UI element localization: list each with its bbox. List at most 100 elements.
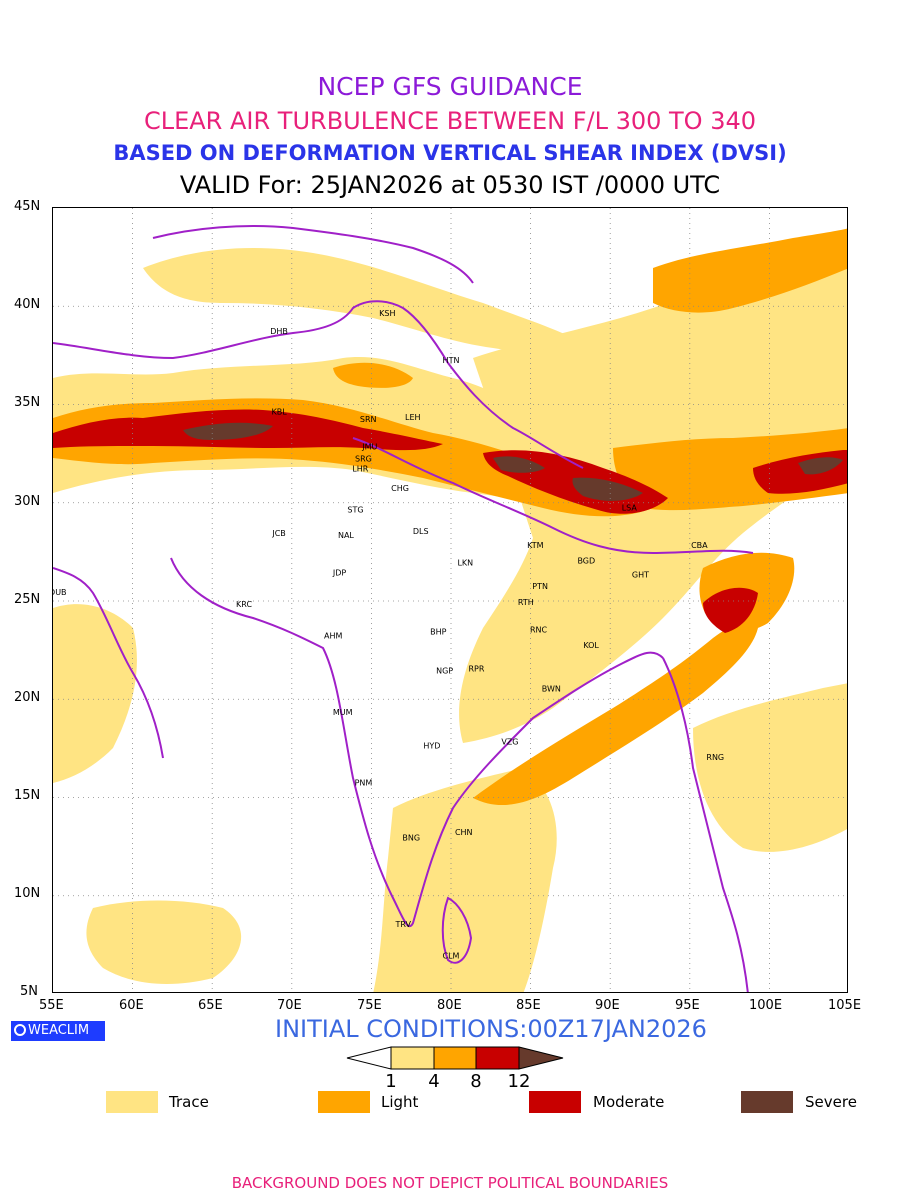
city-label-ahm: AHM <box>324 631 342 640</box>
lat-lon-grid <box>53 208 847 992</box>
lon-label-65e: 65E <box>198 998 223 1013</box>
lat-label-25n: 25N <box>14 592 41 607</box>
city-label-dhb: DHB <box>270 327 288 336</box>
legend-swatch-moderate <box>529 1091 581 1113</box>
colorbar-trace <box>390 1046 435 1070</box>
lat-label-45n: 45N <box>14 199 41 214</box>
city-label-htn: HTN <box>443 356 460 365</box>
lon-label-105e: 105E <box>828 998 862 1013</box>
moderate-northeast <box>703 587 758 633</box>
weaclim-circle-icon <box>14 1024 26 1036</box>
city-label-jcb: JCB <box>271 529 285 538</box>
city-label-srn: SRN <box>360 415 377 424</box>
city-label-ptn: PTN <box>532 582 548 591</box>
title-method: BASED ON DEFORMATION VERTICAL SHEAR INDE… <box>113 141 787 165</box>
severe-tibet-west <box>493 456 545 473</box>
city-label-mum: MUM <box>333 708 353 717</box>
city-label-rnc: RNC <box>530 625 548 634</box>
trace-southeast <box>693 683 847 852</box>
legend-swatch-light <box>318 1091 370 1113</box>
city-label-clm: CLM <box>443 952 460 961</box>
city-label-krc: KRC <box>236 600 252 609</box>
city-label-nal: NAL <box>338 531 354 540</box>
lat-label-40n: 40N <box>14 297 41 312</box>
colorbar-below-1 <box>346 1046 392 1070</box>
city-label-pnm: PNM <box>355 779 373 788</box>
colorbar-tick-4: 4 <box>428 1071 440 1092</box>
coastlines <box>53 225 754 992</box>
lat-label-20n: 20N <box>14 690 41 705</box>
city-label-vzg: VZG <box>501 737 518 746</box>
light-bay-diagonal <box>473 622 758 806</box>
city-label-bng: BNG <box>402 834 420 843</box>
city-label-kbl: KBL <box>271 407 287 416</box>
city-label-srg: SRG <box>355 454 372 463</box>
legend-label-light: Light <box>381 1093 419 1111</box>
city-label-bgd: BGD <box>577 557 595 566</box>
title-parameter: CLEAR AIR TURBULENCE BETWEEN F/L 300 TO … <box>143 107 757 135</box>
legend-label-trace: Trace <box>169 1093 209 1111</box>
weaclim-brand-text: WEACLIM <box>28 1023 90 1038</box>
legend-label-moderate: Moderate <box>593 1093 665 1111</box>
city-label-jdp: JDP <box>332 568 347 577</box>
city-label-leh: LEH <box>405 413 421 422</box>
light-north-pockets <box>653 228 847 313</box>
colorbar-tick-12: 12 <box>507 1071 531 1092</box>
lon-label-75e: 75E <box>357 998 382 1013</box>
city-label-cba: CBA <box>691 541 708 550</box>
city-label-hyd: HYD <box>423 741 440 750</box>
lon-label-90e: 90E <box>595 998 620 1013</box>
light-central-patch <box>333 362 413 388</box>
lat-label-10n: 10N <box>14 886 41 901</box>
severe-east <box>798 457 843 475</box>
boundary-north <box>53 300 584 469</box>
city-label-chg: CHG <box>391 484 409 493</box>
lon-label-80e: 80E <box>437 998 462 1013</box>
lat-label-5n: 5N <box>20 984 38 999</box>
city-label-lsa: LSA <box>622 504 638 513</box>
trace-ocean-south <box>373 768 557 992</box>
legend-label-severe: Severe <box>805 1093 857 1111</box>
lon-label-85e: 85E <box>516 998 541 1013</box>
weaclim-logo: WEACLIM <box>11 1021 105 1041</box>
coastline-india-west <box>170 557 664 928</box>
lon-label-100e: 100E <box>749 998 783 1013</box>
initial-conditions: INITIAL CONDITIONS:00Z17JAN2026 <box>275 1015 707 1043</box>
city-label-ght: GHT <box>632 570 649 579</box>
lon-label-60e: 60E <box>119 998 144 1013</box>
lon-label-70e: 70E <box>277 998 302 1013</box>
city-label-ktm: KTM <box>527 541 544 550</box>
boundary-central-asia <box>152 225 474 284</box>
city-label-dls: DLS <box>413 527 429 536</box>
city-label-chn: CHN <box>455 828 473 837</box>
lon-label-55e: 55E <box>39 998 64 1013</box>
turbulence-map: KSH DHB HTN KBL SRN LEH JMU SRG LHR CHG STG DLS JCB N… <box>52 207 848 993</box>
city-label-rpr: RPR <box>468 665 484 674</box>
coastline-myanmar <box>662 657 749 992</box>
city-label-lkn: LKN <box>457 559 473 568</box>
coastline-sri-lanka <box>441 896 473 964</box>
city-label-rng: RNG <box>706 753 724 762</box>
city-label-rth: RTH <box>518 598 534 607</box>
title-valid-time: VALID For: 25JAN2026 at 0530 IST /0000 U… <box>179 171 721 199</box>
city-label-bhp: BHP <box>430 627 447 636</box>
colorbar-light <box>433 1046 477 1070</box>
colorbar <box>346 1046 564 1070</box>
trace-west <box>53 604 137 783</box>
city-label-kol: KOL <box>583 641 599 650</box>
lat-label-35n: 35N <box>14 395 41 410</box>
city-label-trv: TRV <box>394 920 411 929</box>
city-label-lhr: LHR <box>352 464 368 473</box>
coastline-arabia <box>53 567 164 759</box>
colorbar-tick-1: 1 <box>385 1071 397 1092</box>
city-label-ngp: NGP <box>436 667 453 676</box>
footer-disclaimer: BACKGROUND DOES NOT DEPICT POLITICAL BOU… <box>231 1174 669 1192</box>
lon-label-95e: 95E <box>675 998 700 1013</box>
colorbar-tick-8: 8 <box>470 1071 482 1092</box>
lat-label-15n: 15N <box>14 788 41 803</box>
legend-swatch-severe <box>741 1091 793 1113</box>
turbulence-fields <box>53 228 847 992</box>
trace-southwest <box>86 900 242 984</box>
